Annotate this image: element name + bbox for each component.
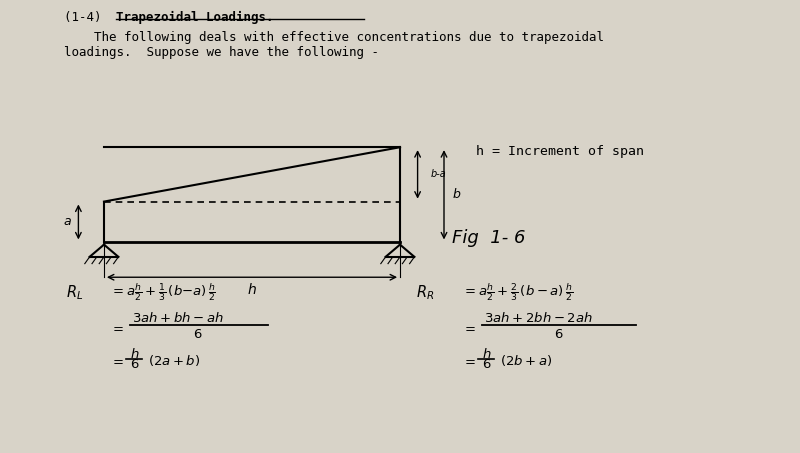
Text: $=$: $=$ xyxy=(110,321,125,333)
Text: $R_R$: $R_R$ xyxy=(416,283,434,302)
Text: $= a\frac{h}{2} + \frac{2}{3}\,(b - a)\,\frac{h}{2}$: $= a\frac{h}{2} + \frac{2}{3}\,(b - a)\,… xyxy=(462,281,574,303)
Text: 6: 6 xyxy=(194,328,202,341)
Text: $=$: $=$ xyxy=(462,354,477,366)
Text: $(2a + b)$: $(2a + b)$ xyxy=(148,352,200,368)
Text: $3ah + 2bh - 2ah$: $3ah + 2bh - 2ah$ xyxy=(484,311,593,325)
Text: 6: 6 xyxy=(130,358,138,371)
Text: h: h xyxy=(130,348,138,361)
Text: b: b xyxy=(452,188,460,201)
Text: $(2b + a)$: $(2b + a)$ xyxy=(500,352,552,368)
Text: loadings.  Suppose we have the following -: loadings. Suppose we have the following … xyxy=(64,46,379,59)
Text: $3ah + bh - ah$: $3ah + bh - ah$ xyxy=(132,311,224,325)
Text: (1-4): (1-4) xyxy=(64,11,109,24)
Text: Fig  1- 6: Fig 1- 6 xyxy=(452,229,526,247)
Text: $=$: $=$ xyxy=(462,321,477,333)
Text: b-a: b-a xyxy=(430,169,446,179)
Text: h: h xyxy=(482,348,490,361)
Text: 6: 6 xyxy=(554,328,562,341)
Text: $R_L$: $R_L$ xyxy=(66,283,83,302)
Text: $= a\frac{h}{2} + \frac{1}{3}\,(b{-}a)\,\frac{h}{2}$: $= a\frac{h}{2} + \frac{1}{3}\,(b{-}a)\,… xyxy=(110,281,216,303)
Text: a: a xyxy=(63,216,71,228)
Text: 6: 6 xyxy=(482,358,490,371)
Text: h: h xyxy=(248,283,256,297)
Text: h = Increment of span: h = Increment of span xyxy=(476,145,644,158)
Text: The following deals with effective concentrations due to trapezoidal: The following deals with effective conce… xyxy=(64,31,604,44)
Text: $=$: $=$ xyxy=(110,354,125,366)
Text: Trapezoidal Loadings.: Trapezoidal Loadings. xyxy=(116,11,274,24)
